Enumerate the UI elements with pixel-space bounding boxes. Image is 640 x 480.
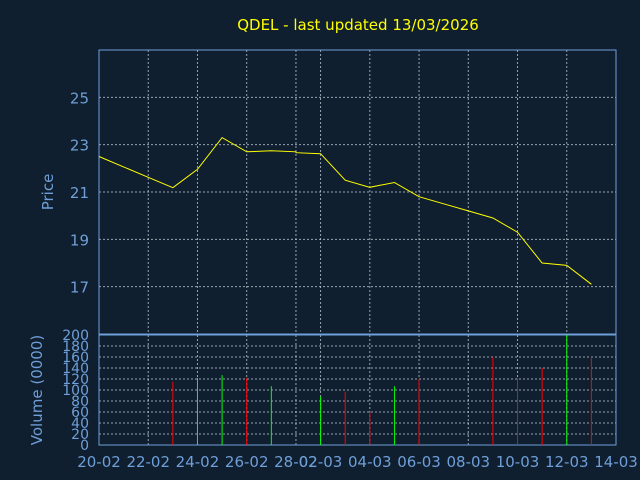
price-line (98, 136, 592, 285)
x-tick-label: 08-03 (446, 453, 490, 471)
volume-y-tick-label: 40 (71, 416, 89, 432)
x-tick-label: 28-02 (274, 453, 318, 471)
volume-y-tick-label: 200 (62, 328, 89, 344)
volume-grid (98, 334, 617, 446)
x-tick-label: 06-03 (397, 453, 441, 471)
x-tick-label: 12-03 (545, 453, 589, 471)
volume-y-tick-label: 160 (62, 350, 89, 366)
price-y-tick-label: 25 (70, 89, 89, 107)
price-grid (98, 50, 617, 334)
volume-y-tick-label: 140 (62, 361, 89, 377)
chart-title: QDEL - last updated 13/03/2026 (237, 16, 479, 34)
volume-y-tick-label: 180 (62, 339, 89, 355)
volume-y-tick-label: 80 (71, 394, 89, 410)
price-plot-frame (98, 49, 617, 335)
x-tick-label: 20-02 (77, 453, 121, 471)
x-tick-label: 02-03 (299, 453, 343, 471)
price-y-ticks: 17 19 21 23 25 (70, 89, 89, 296)
price-y-tick-label: 19 (70, 231, 89, 249)
price-y-tick-label: 21 (70, 184, 89, 202)
volume-y-tick-label: 60 (71, 405, 89, 421)
volume-y-tick-label: 20 (71, 427, 89, 443)
x-tick-label: 26-02 (225, 453, 269, 471)
x-tick-label: 24-02 (176, 453, 220, 471)
volume-y-tick-label: 100 (62, 383, 89, 399)
x-tick-label: 22-02 (126, 453, 170, 471)
price-axis-label: Price (39, 174, 57, 211)
volume-y-tick-label: 0 (80, 438, 89, 454)
volume-y-tick-label: 120 (62, 372, 89, 388)
price-y-tick-label: 17 (70, 279, 89, 297)
volume-axis-label: Volume (0000) (28, 335, 46, 445)
x-tick-label: 14-03 (594, 453, 638, 471)
volume-plot-frame (98, 334, 617, 446)
volume-bars (172, 335, 592, 445)
x-tick-label: 10-03 (496, 453, 540, 471)
price-y-tick-label: 23 (70, 137, 89, 155)
x-tick-label: 04-03 (348, 453, 392, 471)
